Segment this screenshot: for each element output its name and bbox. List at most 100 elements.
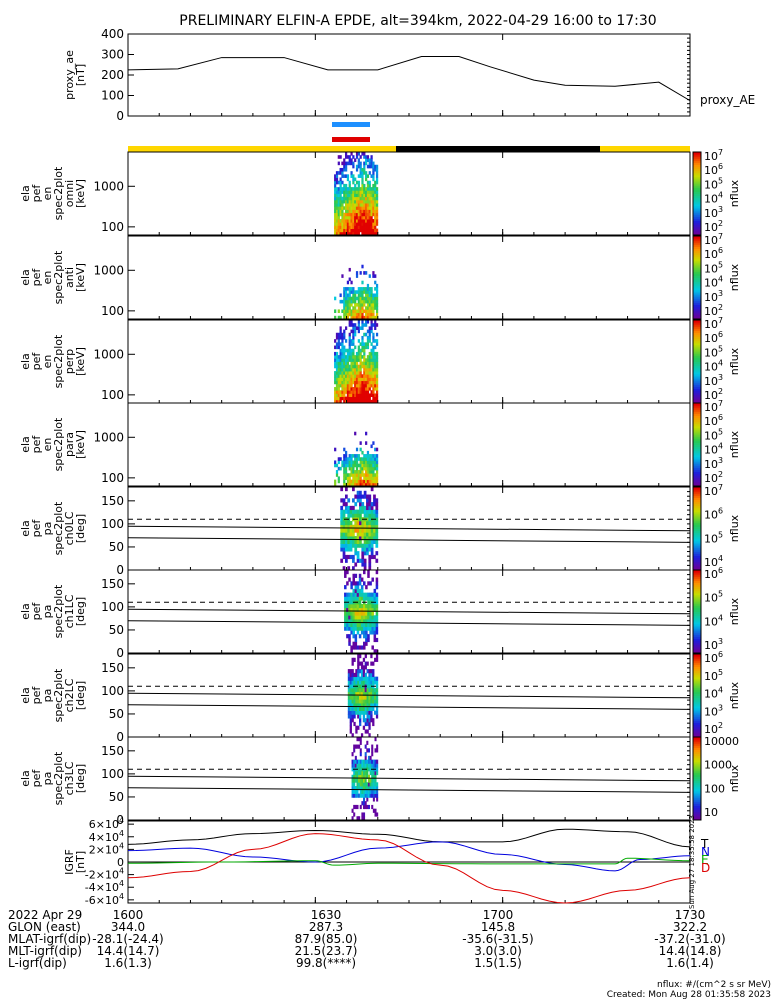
spectrogram-cell — [355, 193, 359, 198]
spectrogram-cell — [370, 358, 373, 362]
pitch-cell — [353, 778, 356, 783]
pitch-cell — [375, 603, 379, 609]
spectrogram-cell — [361, 183, 364, 188]
pitch-cell — [351, 718, 354, 723]
spectrogram-cell — [365, 441, 368, 445]
pitch-cell — [364, 778, 367, 783]
pitch-cell — [356, 630, 360, 635]
spectrogram-cell — [346, 228, 350, 233]
igrf-side-timestamp: Sun Aug 27 18:35:58 2023 — [688, 815, 696, 909]
spectrogram-cell — [354, 377, 357, 382]
pitch-cell — [372, 699, 375, 704]
spectrogram-cell — [366, 290, 370, 294]
pitch-cell — [359, 804, 362, 810]
spectrogram-cell — [366, 203, 370, 207]
spectrogram-cell — [361, 450, 364, 455]
colorbar-cell — [693, 281, 701, 285]
colorbar-cell — [693, 734, 701, 738]
spectrogram-cell — [357, 326, 360, 330]
spectrogram-cell — [341, 231, 344, 236]
spectrogram-cell — [357, 228, 360, 233]
spectrogram-cell — [372, 164, 375, 169]
spectrogram-cell — [366, 374, 370, 378]
spectrogram-cell — [354, 206, 357, 210]
spectrogram-cell — [343, 476, 346, 481]
spectrogram-cell — [372, 482, 375, 487]
pitch-cell — [344, 509, 348, 514]
axis-label-line: [keV] — [74, 430, 87, 459]
pitch-cell — [349, 691, 352, 696]
pitch-cell — [368, 721, 371, 727]
pitch-cell — [359, 680, 362, 685]
pitch-cell — [357, 710, 360, 715]
spectrogram-cell — [374, 387, 377, 391]
pitch-cell — [364, 759, 367, 764]
spectrogram-cell — [343, 390, 346, 394]
spectrogram-cell — [344, 296, 348, 301]
spectrogram-cell — [357, 454, 360, 458]
colorbar-cell — [693, 216, 701, 219]
spectrogram-cell — [348, 303, 351, 307]
spectrogram-cell — [354, 367, 357, 372]
pitch-cell — [363, 759, 366, 764]
spectrogram-cell — [357, 183, 360, 188]
spectrogram-cell — [343, 470, 346, 474]
pitch-cell — [368, 718, 371, 723]
pitch-cell — [365, 630, 368, 635]
spectrogram-cell — [344, 161, 348, 166]
pitch-cell — [346, 619, 349, 624]
spectrogram-cell — [348, 339, 351, 343]
pitch-cell — [375, 558, 379, 563]
spectrogram-cell — [372, 315, 375, 320]
spectrogram-cell — [348, 206, 351, 210]
spectrogram-cell — [350, 342, 353, 346]
colorbar-cell — [693, 749, 701, 753]
spectrogram-cell — [352, 482, 355, 487]
pitch-cell — [374, 676, 377, 681]
pitch-cell — [375, 539, 379, 544]
spectrogram-cell — [344, 396, 348, 401]
spectrogram-cell — [365, 332, 368, 337]
pitch-cell — [347, 703, 351, 708]
spectrogram-cell — [354, 329, 357, 334]
pitch-cell — [366, 763, 369, 768]
spectrogram-cell — [354, 222, 357, 226]
spectrogram-cell — [344, 209, 348, 214]
spectrogram-cell — [346, 306, 350, 310]
spectrogram-cell — [363, 457, 366, 461]
loss-cone-line — [127, 775, 691, 782]
spectrogram-cell — [368, 306, 371, 310]
spectrogram-cell — [365, 342, 368, 346]
colorbar-cell — [693, 258, 701, 262]
sunlight-bar — [128, 146, 396, 152]
spectrogram-cell — [335, 171, 339, 175]
colorbar-cell — [693, 520, 701, 523]
pitch-cell — [350, 585, 353, 590]
spectrogram-cell — [344, 306, 348, 310]
pitch-cell — [362, 695, 366, 700]
spectrogram-cell — [357, 209, 360, 214]
pitch-cell — [369, 603, 372, 609]
spectrogram-cell — [363, 309, 366, 314]
pitch-cell — [362, 714, 366, 719]
spectrogram-cell — [355, 355, 359, 359]
axis-label-line: spec2plot — [52, 751, 65, 805]
pitch-cell — [348, 596, 351, 601]
axis-label-line: [keV] — [74, 347, 87, 376]
pitch-panel-2: 150100500elapefpaspec2plotch2LC[deg]1061… — [19, 650, 741, 744]
spectrogram-cell — [334, 196, 337, 201]
spectrogram-cell — [343, 482, 346, 487]
colorbar-cell — [693, 154, 701, 157]
pitch-cell — [351, 759, 354, 764]
spectrogram-cell — [346, 387, 350, 391]
spectrogram-cell — [339, 374, 342, 378]
spectrogram-cell — [344, 287, 348, 291]
axis-label-line: spec2plot — [52, 668, 65, 722]
pitch-cell — [373, 513, 376, 518]
spectrogram-cell — [350, 215, 353, 220]
pitch-cell — [350, 619, 353, 624]
spectrogram-cell — [335, 212, 339, 217]
colorbar-cell — [693, 532, 701, 536]
spectrogram-cell — [334, 209, 337, 214]
pitch-cell — [371, 759, 374, 764]
